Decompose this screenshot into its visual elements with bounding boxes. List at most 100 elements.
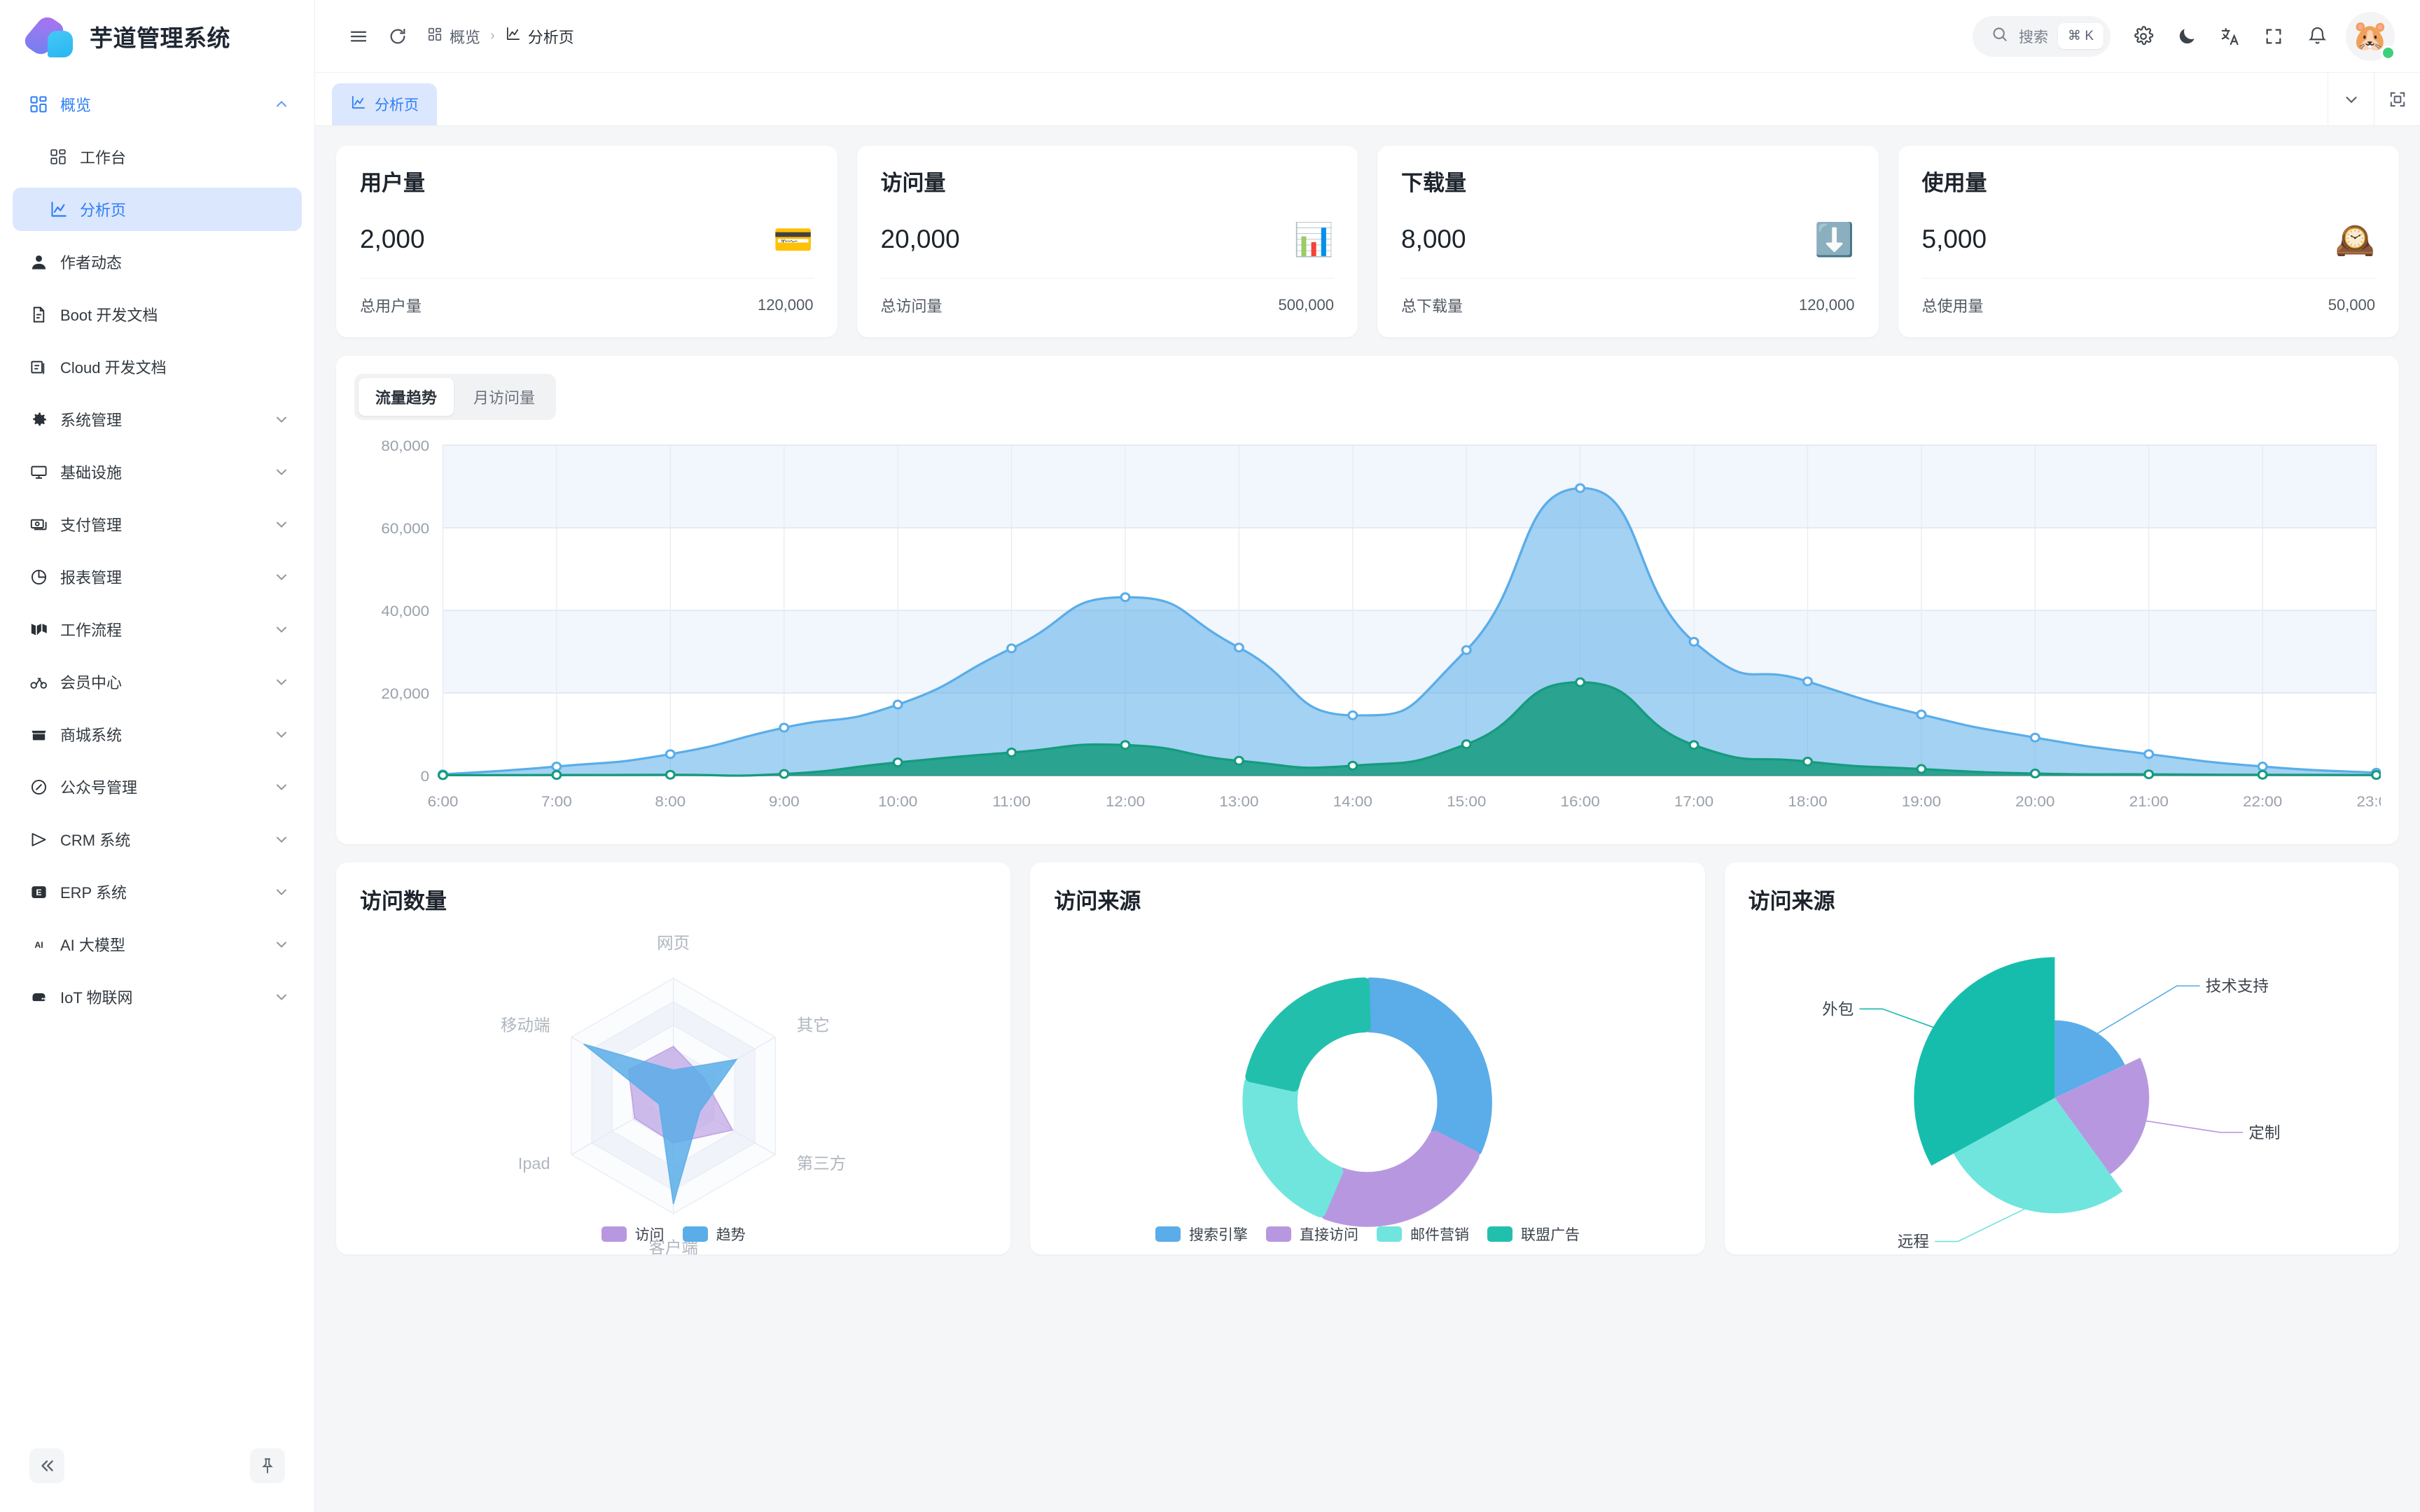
svg-text:客户端: 客户端: [648, 1238, 698, 1254]
sidebar-item-ai[interactable]: AI AI 大模型: [13, 923, 302, 966]
stat-card-users: 用户量 2,000 💳 总用户量 120,000: [336, 146, 837, 337]
chevron-down-icon: [272, 516, 291, 533]
legend-item[interactable]: 趋势: [682, 1224, 746, 1245]
gear-icon[interactable]: [2122, 15, 2165, 58]
svg-text:15:00: 15:00: [1447, 793, 1486, 810]
page-content: 用户量 2,000 💳 总用户量 120,000 访问量 20,000: [315, 126, 2420, 1512]
avatar-image: 🐹: [2346, 11, 2395, 61]
pie-chart-icon: [27, 568, 50, 587]
sidebar-item-workbench[interactable]: 工作台: [13, 135, 302, 178]
translate-icon[interactable]: [2209, 15, 2252, 58]
documents-icon: [27, 358, 50, 377]
bell-icon[interactable]: [2295, 15, 2339, 58]
refresh-icon[interactable]: [378, 17, 417, 56]
status-badge: [2381, 45, 2395, 60]
sidebar-item-system-management[interactable]: 系统管理: [13, 398, 302, 441]
clock-icon: 🕰️: [2335, 221, 2375, 258]
svg-text:0: 0: [421, 768, 430, 785]
sidebar-item-infrastructure[interactable]: 基础设施: [13, 450, 302, 493]
sidebar-item-report[interactable]: 报表管理: [13, 555, 302, 598]
svg-text:8:00: 8:00: [655, 793, 686, 810]
chevron-down-icon: [272, 936, 291, 953]
compass-icon: [27, 778, 50, 797]
sidebar-pin-button[interactable]: [250, 1448, 285, 1483]
svg-text:其它: 其它: [797, 1016, 830, 1035]
sidebar-item-payment[interactable]: 支付管理: [13, 503, 302, 546]
stat-foot-value: 120,000: [1798, 296, 1855, 314]
sidebar-item-cloud-docs[interactable]: Cloud 开发文档: [13, 345, 302, 388]
tabbar-controls: [2328, 73, 2420, 126]
avatar[interactable]: 🐹: [2346, 11, 2395, 61]
sidebar-item-overview[interactable]: 概览: [13, 83, 302, 126]
tab-analysis[interactable]: 分析页: [332, 83, 437, 125]
breadcrumb-item-overview[interactable]: 概览: [427, 25, 480, 48]
stat-card-row: 用户量 2,000 💳 总用户量 120,000 访问量 20,000: [336, 146, 2399, 337]
tab-dropdown-button[interactable]: [2328, 73, 2374, 126]
radar-legend: 访问 趋势: [336, 1224, 1010, 1245]
document-icon: [27, 305, 50, 324]
breadcrumb-item-analysis[interactable]: 分析页: [505, 25, 574, 48]
sidebar-item-author-news[interactable]: 作者动态: [13, 240, 302, 284]
legend-item[interactable]: 访问: [601, 1224, 665, 1245]
stat-value: 8,000: [1401, 225, 1466, 253]
chart-line-icon: [350, 94, 366, 115]
donut-chart: [1030, 917, 1704, 1254]
sidebar-item-crm[interactable]: CRM 系统: [13, 818, 302, 861]
app-title: 芋道管理系统: [90, 25, 230, 51]
sidebar-item-workflow[interactable]: 工作流程: [13, 608, 302, 651]
tab-fullscreen-button[interactable]: [2374, 73, 2420, 126]
sidebar-item-label: 系统管理: [60, 412, 123, 429]
legend-label: 联盟广告: [1520, 1227, 1580, 1243]
moon-icon[interactable]: [2165, 15, 2209, 58]
sidebar-item-label: 工作流程: [60, 622, 123, 639]
divider: [880, 278, 1334, 279]
logo-row[interactable]: 芋道管理系统: [0, 0, 314, 73]
sidebar-item-mall[interactable]: 商城系统: [13, 713, 302, 756]
svg-text:13:00: 13:00: [1219, 793, 1258, 810]
svg-text:22:00: 22:00: [2243, 793, 2282, 810]
legend-item[interactable]: 联盟广告: [1487, 1224, 1580, 1245]
svg-text:网页: 网页: [657, 934, 690, 952]
svg-text:12:00: 12:00: [1106, 793, 1145, 810]
stat-title: 下载量: [1401, 171, 1466, 195]
legend-item[interactable]: 邮件营销: [1376, 1224, 1469, 1245]
legend-item[interactable]: 直接访问: [1265, 1224, 1358, 1245]
hamburger-icon[interactable]: [339, 17, 378, 56]
sidebar-item-member[interactable]: 会员中心: [13, 660, 302, 704]
svg-text:17:00: 17:00: [1674, 793, 1713, 810]
legend-label: 访问: [634, 1227, 665, 1243]
legend-item[interactable]: 搜索引擎: [1155, 1224, 1248, 1245]
trend-tab-flow[interactable]: 流量趋势: [359, 378, 454, 416]
svg-text:定制: 定制: [2248, 1124, 2280, 1142]
chevron-down-icon: [272, 883, 291, 900]
svg-text:16:00: 16:00: [1561, 793, 1600, 810]
sidebar: 芋道管理系统 概览 工作台 分析页 作者动态 Boot: [0, 0, 315, 1512]
sidebar-item-erp[interactable]: E ERP 系统: [13, 870, 302, 913]
sidebar-item-boot-docs[interactable]: Boot 开发文档: [13, 293, 302, 336]
search-placeholder: 搜索: [2019, 29, 2049, 46]
search-input[interactable]: 搜索 ⌘ K: [1973, 15, 2110, 57]
trend-tab-monthly[interactable]: 月访问量: [473, 389, 536, 407]
svg-text:21:00: 21:00: [2129, 793, 2169, 810]
stat-foot-label: 总用户量: [360, 298, 422, 315]
sidebar-collapse-button[interactable]: [29, 1448, 64, 1483]
sidebar-item-analysis[interactable]: 分析页: [13, 188, 302, 231]
sidebar-item-label: 作者动态: [60, 254, 123, 272]
fullscreen-icon[interactable]: [2252, 15, 2295, 58]
chart-title: 访问数量: [360, 889, 447, 913]
bottom-chart-row: 访问数量 网页 其它 第三方 客户端 Ipad 移动端 访问 趋势 访问来源 搜索引擎 直接访…: [336, 862, 2399, 1254]
sidebar-item-official-account[interactable]: 公众号管理: [13, 765, 302, 808]
monitor-icon: [27, 463, 50, 482]
chevron-down-icon: [272, 988, 291, 1005]
donut-legend: 搜索引擎 直接访问 邮件营销 联盟广告: [1030, 1224, 1704, 1245]
sidebar-item-iot[interactable]: IoT 物联网: [13, 975, 302, 1018]
flow-icon: [27, 620, 50, 639]
grid-icon: [27, 94, 50, 114]
visit-source-rose-card: 访问来源 技术支持 定制 远程 外包: [1724, 862, 2399, 1254]
legend-label: 趋势: [716, 1227, 746, 1243]
chevron-down-icon: [272, 726, 291, 743]
stat-card-downloads: 下载量 8,000 ⬇️ 总下载量 120,000: [1377, 146, 1879, 337]
chevron-down-icon: [272, 463, 291, 480]
svg-text:第三方: 第三方: [797, 1154, 847, 1172]
